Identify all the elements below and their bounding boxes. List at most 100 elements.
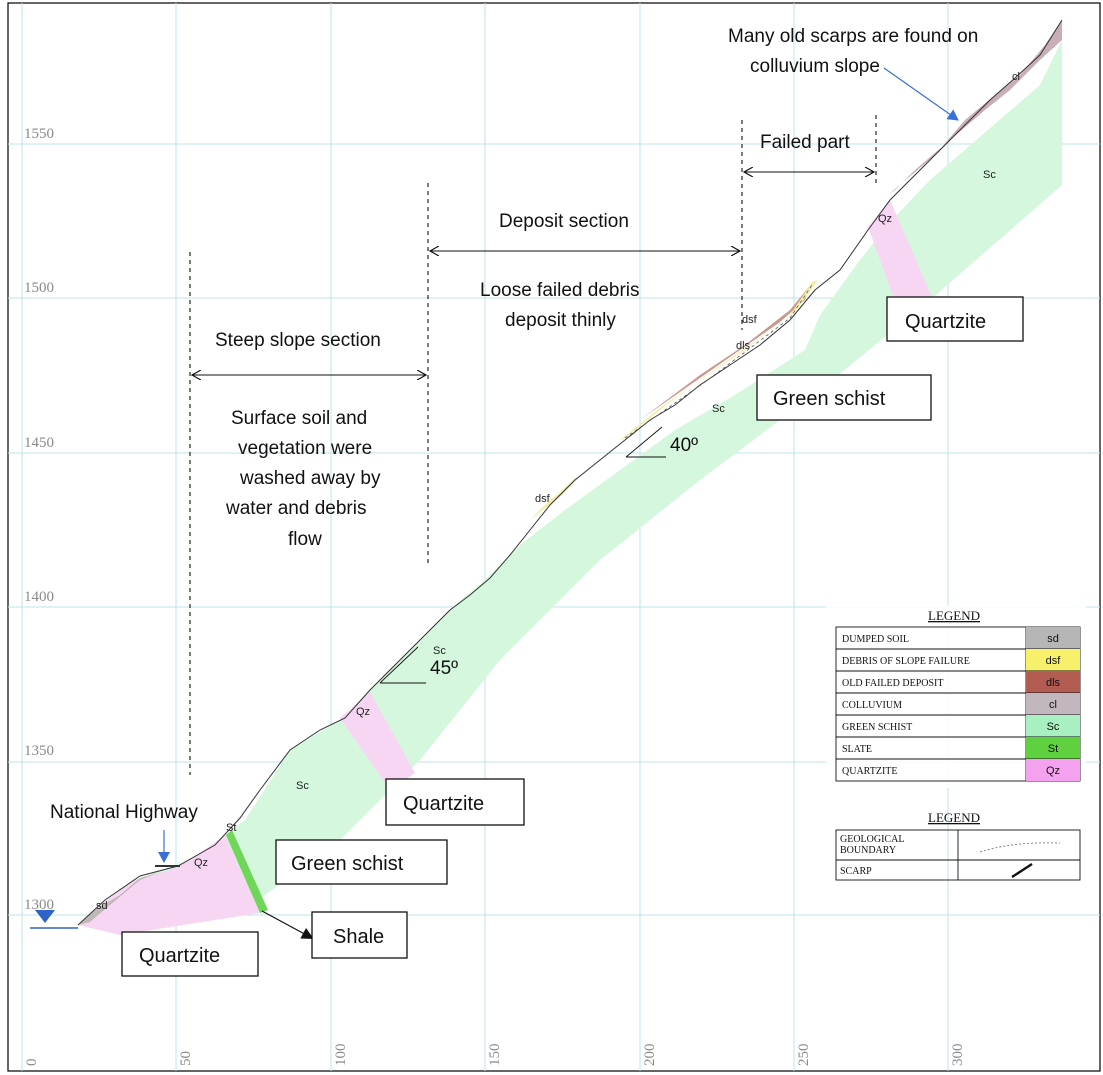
label-qz-mid: Qz (356, 706, 370, 718)
scarps-note-line1: Many old scarps are found on (728, 26, 978, 47)
legend-row-code: cl (1049, 699, 1057, 711)
surface-soil-line1: Surface soil and (231, 408, 367, 429)
legend-swatch (1026, 759, 1080, 781)
label-cl: cl (1012, 71, 1020, 83)
symbol-legend: LEGEND GEOLOGICAL BOUNDARY SCARP (835, 810, 1081, 881)
box-quartzite-mid-label: Quartzite (403, 793, 484, 815)
label-dsf-mid: dsf (535, 493, 551, 505)
box-shale-label: Shale (333, 926, 384, 948)
box-green-schist-upper-label: Green schist (773, 388, 886, 410)
label-dls: dls (736, 340, 751, 352)
water-level-icon (35, 910, 55, 923)
legend-row: GREEN SCHIST Sc (836, 714, 1080, 737)
legend2-boundary-line2: BOUNDARY (840, 845, 896, 856)
legend-row-code: Qz (1046, 765, 1060, 777)
box-green-schist-lower-label: Green schist (291, 853, 404, 875)
angle-45-symbol: 45º (379, 646, 458, 684)
legend-row-code: dls (1046, 677, 1061, 689)
legend-title: LEGEND (928, 608, 980, 623)
steep-slope-label: Steep slope section (215, 330, 381, 351)
x-tick-50: 50 (178, 1051, 194, 1066)
ground-surface-line (77, 19, 1063, 926)
loose-debris-line1: Loose failed debris (480, 280, 640, 301)
legend-swatch (1026, 627, 1080, 649)
label-sc-mid: Sc (712, 403, 725, 415)
label-sc-45: Sc (433, 645, 446, 657)
surface-soil-line4: water and debris (225, 498, 366, 519)
legend-row-name: DUMPED SOIL (842, 634, 909, 645)
legend-row-name: QUARTZITE (842, 766, 898, 777)
legend-row-code: dsf (1046, 655, 1062, 667)
x-tick-100: 100 (333, 1044, 349, 1067)
surface-soil-line2: vegetation were (238, 438, 372, 459)
shale-pointer-arrow (261, 910, 314, 939)
legend-swatch (1026, 649, 1080, 671)
box-green-schist-lower: Green schist (275, 839, 448, 885)
y-axis-labels: 1550 1500 1450 1400 1350 1300 (24, 126, 54, 913)
y-tick-1400: 1400 (24, 589, 54, 605)
deposit-section-label: Deposit section (499, 211, 629, 232)
legend2-boundary-line1: GEOLOGICAL (840, 834, 904, 845)
angle-40-symbol: 40º (625, 426, 698, 458)
label-sc-top: Sc (983, 169, 996, 181)
x-axis-labels: 0 50 100 150 200 250 300 (24, 1044, 966, 1067)
legend-row-name: COLLUVIUM (842, 700, 902, 711)
label-sd: sd (96, 900, 108, 912)
legend-row-name: GREEN SCHIST (842, 722, 912, 733)
label-dsf-top: dsf (742, 314, 758, 326)
surface-soil-line5: flow (288, 529, 322, 550)
scarp-pointer-arrow (883, 67, 959, 121)
quartzite-lower-unit (78, 835, 260, 935)
box-quartzite-bottom: Quartzite (121, 931, 259, 977)
x-tick-0: 0 (24, 1059, 40, 1067)
legend-row: SLATE St (836, 736, 1080, 759)
legend-rows: DUMPED SOIL sd DEBRIS OF SLOPE FAILURE dsf O… (836, 627, 1080, 781)
legend-row-code: Sc (1047, 721, 1060, 733)
box-green-schist-upper: Green schist (756, 374, 932, 421)
rock-unit-legend: LEGEND DUMPED SOIL sd DEBRIS OF SLOPE FAIL… (826, 606, 1086, 788)
legend-row: OLD FAILED DEPOSIT dls (836, 670, 1080, 693)
quartzite-mid-unit (340, 692, 415, 790)
legend-row: DEBRIS OF SLOPE FAILURE dsf (836, 648, 1080, 671)
legend2-title: LEGEND (928, 810, 980, 825)
x-tick-200: 200 (642, 1044, 658, 1067)
y-tick-1450: 1450 (24, 435, 54, 451)
box-quartzite-top: Quartzite (886, 296, 1024, 342)
x-tick-150: 150 (487, 1044, 503, 1067)
quartzite-top-unit (868, 200, 932, 315)
drawing-frame (7, 2, 1101, 1072)
legend-swatch (1026, 693, 1080, 715)
label-qz-low: Qz (194, 857, 208, 869)
y-tick-1300: 1300 (24, 897, 54, 913)
geological-boundary-line (624, 284, 813, 439)
box-quartzite-top-label: Quartzite (905, 311, 986, 333)
box-quartzite-bottom-label: Quartzite (139, 945, 220, 967)
legend-swatch (1026, 671, 1080, 693)
box-quartzite-mid: Quartzite (385, 778, 525, 826)
legend-row: QUARTZITE Qz (836, 758, 1080, 781)
legend-swatch (1026, 737, 1080, 759)
label-st: St (226, 822, 236, 834)
legend-row-name: OLD FAILED DEPOSIT (842, 678, 943, 689)
legend-row-code: sd (1047, 633, 1059, 645)
legend-row-name: SLATE (842, 744, 872, 755)
y-tick-1550: 1550 (24, 126, 54, 142)
box-shale: Shale (311, 911, 408, 959)
label-sc-low: Sc (296, 780, 309, 792)
x-tick-250: 250 (796, 1044, 812, 1067)
legend2-scarp: SCARP (840, 866, 872, 877)
legend-swatch (1026, 715, 1080, 737)
dumped-soil-unit (78, 872, 160, 925)
water-level-marker (30, 910, 78, 929)
green-schist-unit (78, 40, 1062, 925)
x-tick-300: 300 (950, 1044, 966, 1067)
surface-soil-line3: washed away by (239, 468, 381, 489)
scarps-note-line2: colluvium slope (750, 56, 880, 77)
scarp-symbol-icon (1011, 862, 1033, 879)
loose-debris-line2: deposit thinly (505, 310, 616, 331)
legend-row: COLLUVIUM cl (836, 692, 1080, 715)
failed-part-label: Failed part (760, 132, 850, 153)
label-qz-top: Qz (878, 213, 892, 225)
angle-40-label: 40º (670, 435, 698, 456)
